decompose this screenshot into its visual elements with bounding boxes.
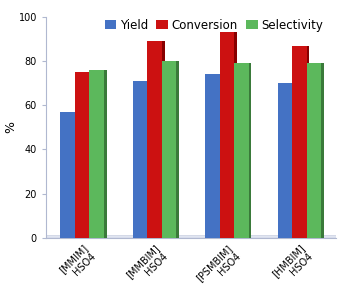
Bar bbox=[307, 46, 309, 238]
Legend: Yield, Conversion, Selectivity: Yield, Conversion, Selectivity bbox=[105, 19, 324, 32]
Bar bbox=[176, 61, 179, 238]
Bar bbox=[321, 63, 324, 238]
Bar bbox=[75, 72, 89, 238]
Bar bbox=[249, 63, 252, 238]
Bar bbox=[104, 70, 106, 238]
Bar bbox=[292, 83, 295, 238]
Bar bbox=[89, 70, 104, 238]
Bar bbox=[162, 41, 165, 238]
Bar bbox=[205, 74, 220, 238]
Bar bbox=[162, 61, 176, 238]
Bar bbox=[148, 41, 162, 238]
Bar bbox=[220, 32, 234, 238]
Bar bbox=[75, 112, 78, 238]
Bar bbox=[61, 112, 75, 238]
Bar bbox=[148, 81, 150, 238]
Bar bbox=[278, 83, 292, 238]
Bar bbox=[133, 81, 148, 238]
Y-axis label: %: % bbox=[4, 122, 17, 133]
Bar bbox=[220, 74, 222, 238]
Polygon shape bbox=[46, 235, 340, 239]
Bar bbox=[292, 46, 307, 238]
Bar bbox=[234, 32, 237, 238]
Bar bbox=[307, 63, 321, 238]
Bar bbox=[234, 63, 249, 238]
Bar bbox=[89, 72, 92, 238]
